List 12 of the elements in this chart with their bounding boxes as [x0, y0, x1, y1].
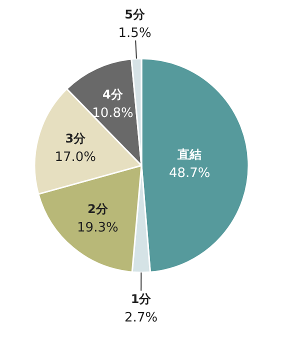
data-label: 2.7% [124, 310, 158, 326]
data-label: 1.5% [118, 26, 152, 41]
data-label: 10.8% [92, 106, 134, 121]
data-label: 19.3% [77, 220, 118, 236]
slice-label: 4分 [102, 87, 124, 102]
slice-label: 直結 [176, 148, 202, 162]
data-label: 48.7% [168, 166, 210, 182]
slice-label: 1分 [130, 292, 152, 306]
slice-label: 2分 [88, 202, 109, 216]
slice-label: 3分 [65, 132, 87, 146]
slice-label: 5分 [124, 7, 146, 22]
data-label: 17.0% [54, 150, 96, 166]
